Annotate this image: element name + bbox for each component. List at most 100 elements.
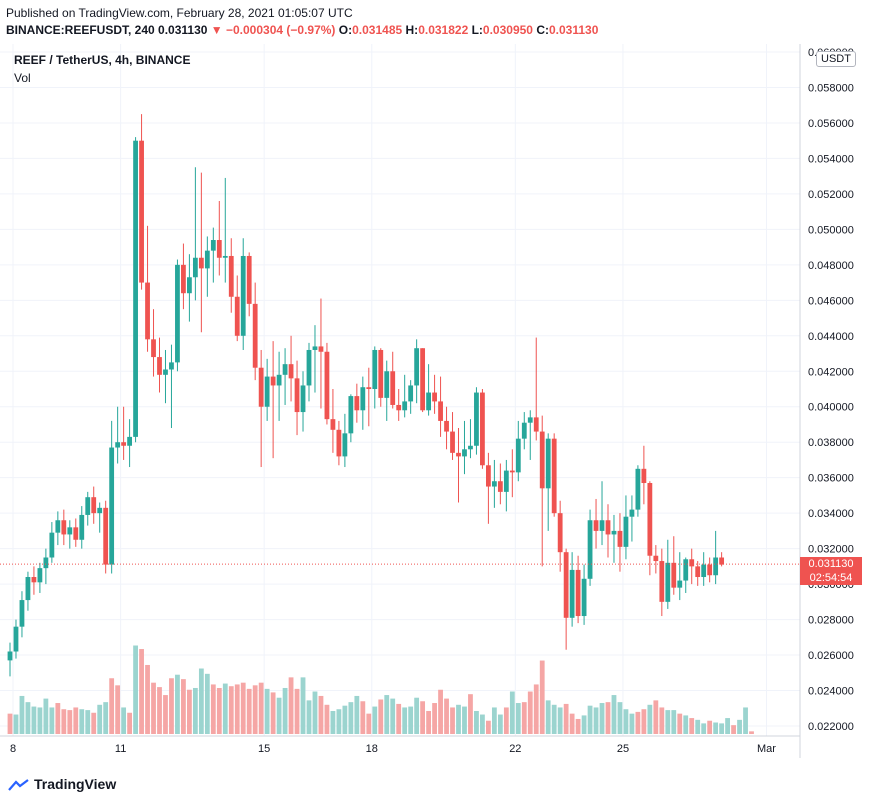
y-tick-label: 0.036000 <box>808 473 854 485</box>
x-tick-label: 22 <box>509 743 521 755</box>
last-price-label: 0.031130 <box>800 557 862 572</box>
candle-body <box>37 568 43 583</box>
low-label: L: <box>471 23 483 37</box>
volume-bar <box>79 709 85 734</box>
candle-body <box>336 429 342 457</box>
volume-bar <box>151 682 156 734</box>
volume-bar <box>216 687 222 734</box>
candle-body <box>593 520 599 531</box>
close-label: C: <box>536 23 549 37</box>
currency-badge[interactable]: USDT <box>816 51 856 67</box>
y-tick-label: 0.022000 <box>808 721 854 733</box>
candle-body <box>689 559 695 567</box>
volume-bar <box>533 684 539 734</box>
volume-bar <box>647 704 653 734</box>
y-tick-label: 0.040000 <box>808 402 854 414</box>
candle-body <box>503 470 509 492</box>
volume-bar <box>127 712 132 734</box>
candle-body <box>617 530 623 547</box>
candle-body <box>378 349 384 398</box>
candle-body <box>103 507 109 565</box>
y-tick-label: 0.026000 <box>808 650 854 662</box>
volume-bar <box>474 710 479 734</box>
candle-body <box>55 520 61 533</box>
volume-bar <box>408 706 414 734</box>
volume-bar <box>330 710 336 734</box>
volume-bar <box>288 677 294 734</box>
volume-bar <box>737 719 742 734</box>
volume-bar <box>599 703 605 734</box>
candle-body <box>653 555 659 562</box>
volume-bar <box>294 688 300 734</box>
volume-bar <box>43 698 49 734</box>
candle-body <box>234 296 240 336</box>
candle-body <box>599 520 605 531</box>
x-tick-label: Mar <box>757 743 776 755</box>
volume-bar <box>85 710 91 734</box>
candle-body <box>157 357 162 375</box>
volume-bar <box>581 715 587 734</box>
volume-bar <box>659 707 665 734</box>
candle-body <box>683 559 689 581</box>
volume-bar <box>157 687 162 734</box>
candle-body <box>175 264 180 363</box>
candle-body <box>432 392 437 402</box>
candle-body <box>671 562 677 588</box>
volume-bar <box>139 649 144 734</box>
price-chart[interactable]: 0.0220000.0240000.0260000.0280000.030000… <box>0 44 876 774</box>
candle-body <box>85 497 91 515</box>
volume-bar <box>175 674 180 734</box>
candle-body <box>635 468 641 510</box>
candle-body <box>402 401 408 411</box>
volume-bar <box>384 695 390 734</box>
volume-bar <box>7 713 13 734</box>
chart-legend-title: REEF / TetherUS, 4h, BINANCE <box>14 53 191 67</box>
candle-body <box>623 516 629 547</box>
volume-bar <box>19 695 25 734</box>
volume-bar <box>31 706 37 734</box>
candle-body <box>192 257 198 278</box>
volume-bar <box>641 709 647 734</box>
volume-bar <box>743 707 748 734</box>
volume-bar <box>348 702 354 734</box>
candle-body <box>545 438 551 489</box>
candle-body <box>222 255 228 258</box>
candle-body <box>384 371 390 398</box>
volume-bar <box>456 704 461 734</box>
candle-body <box>533 417 539 432</box>
volume-bar <box>342 705 348 734</box>
ohlc-header: BINANCE:REEFUSDT, 240 0.031130 ▼ −0.0003… <box>6 23 598 37</box>
candle-body <box>480 392 485 466</box>
candle-body <box>258 367 264 407</box>
volume-bar <box>545 700 551 734</box>
candle-body <box>641 468 647 484</box>
candle-body <box>719 557 725 565</box>
y-tick-label: 0.050000 <box>808 224 854 236</box>
volume-bar <box>13 714 19 734</box>
y-tick-label: 0.054000 <box>808 153 854 165</box>
candle-body <box>163 369 168 375</box>
candle-body <box>133 140 138 437</box>
volume-bar <box>360 701 366 734</box>
y-tick-label: 0.048000 <box>808 260 854 272</box>
tradingview-logo-icon <box>8 779 29 791</box>
candle-body <box>581 578 587 617</box>
volume-bar <box>713 722 719 734</box>
volume-bar <box>282 687 288 734</box>
candle-body <box>49 532 55 558</box>
candle-body <box>701 564 707 578</box>
volume-bar <box>503 707 509 734</box>
candle-body <box>228 255 234 297</box>
candle-body <box>79 514 85 540</box>
last-price: 0.031130 <box>158 23 208 37</box>
candle-body <box>509 470 515 473</box>
volume-bar <box>557 707 563 734</box>
volume-bar <box>366 713 372 734</box>
candle-body <box>569 569 575 618</box>
open-label: O: <box>338 23 353 37</box>
y-tick-label: 0.024000 <box>808 686 854 698</box>
y-tick-label: 0.056000 <box>808 118 854 130</box>
volume-bar <box>169 678 174 734</box>
volume-bar <box>121 707 127 734</box>
volume-bar <box>725 718 730 734</box>
